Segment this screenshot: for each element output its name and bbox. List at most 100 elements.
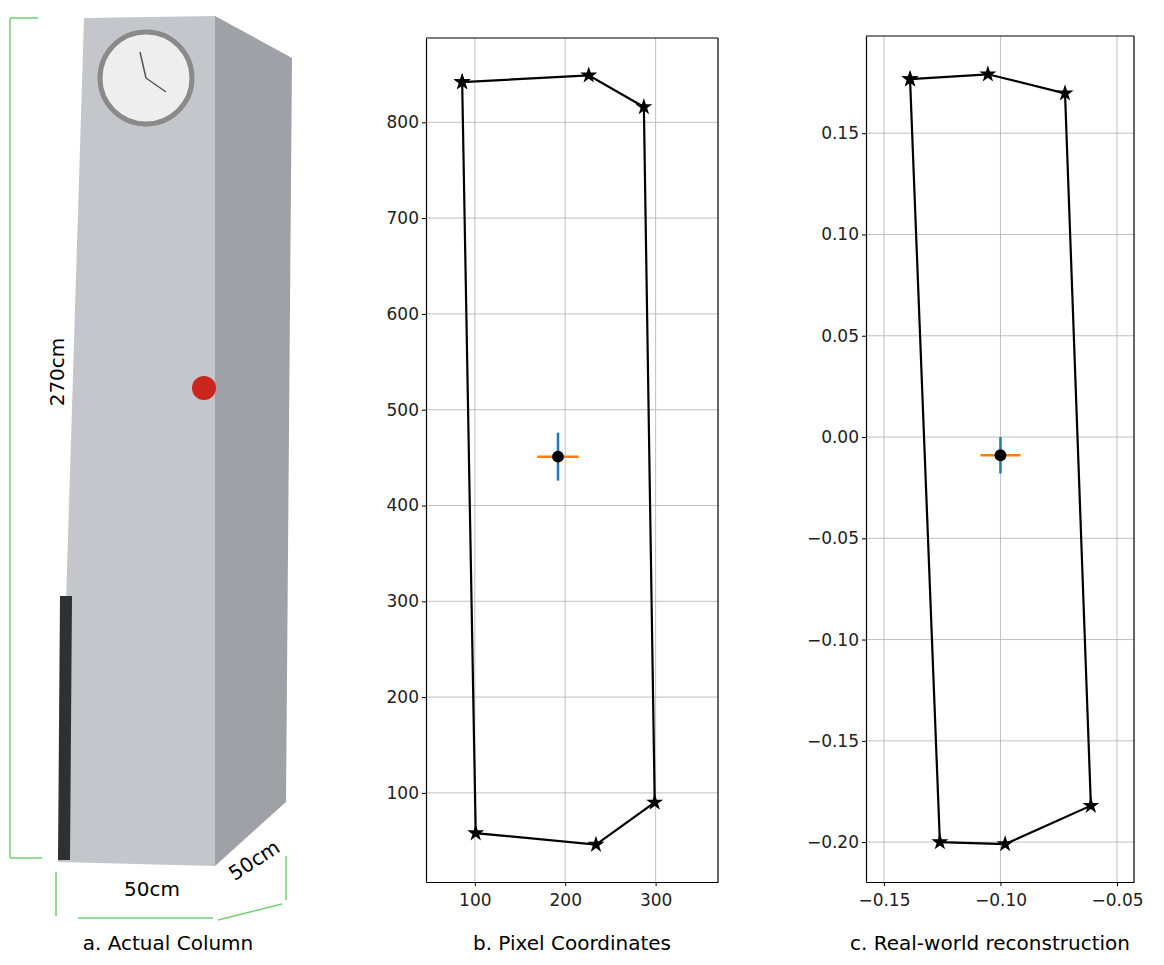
tick-label: −0.05 [807, 528, 859, 548]
grid-line [426, 697, 718, 698]
dimension-line [285, 856, 287, 900]
star-marker [454, 73, 471, 89]
star-marker [580, 66, 597, 82]
grid [426, 38, 718, 882]
tick-label: 0.10 [821, 224, 859, 244]
tick-label: 0.15 [821, 123, 859, 143]
tick-mark [862, 842, 866, 843]
star-marker [454, 73, 471, 89]
tick-mark [422, 122, 426, 123]
tick: 100 [387, 783, 426, 803]
tick-mark [422, 601, 426, 602]
axis-line [427, 882, 719, 883]
column-shadow [58, 596, 72, 860]
grid [866, 36, 1134, 882]
tick-mark [862, 640, 866, 641]
grid-line [426, 409, 718, 410]
grid-line [426, 122, 718, 123]
grid-line [866, 639, 1134, 640]
plot-area [454, 66, 664, 851]
grid-line [866, 538, 1134, 539]
clock-hand [146, 78, 166, 92]
tick-mark [862, 133, 866, 134]
depth-label: 50cm [224, 835, 284, 886]
frame [426, 37, 718, 38]
tick: −0.05 [1091, 882, 1143, 910]
tick-label: 0.00 [821, 427, 859, 447]
tick-label: −0.10 [807, 630, 859, 650]
polygon-line [462, 75, 655, 844]
grid-line [565, 38, 566, 882]
star-marker [1082, 797, 1099, 813]
grid-line [866, 234, 1134, 235]
frame [866, 35, 1134, 36]
dimension-line [218, 904, 282, 920]
tick: 300 [387, 591, 426, 611]
tick-mark [422, 793, 426, 794]
frame [1133, 36, 1134, 882]
y-axis: 100200300400500600700800 [387, 39, 427, 883]
grid-line [655, 38, 656, 882]
width-label: 50cm [124, 877, 180, 901]
red-marker [192, 376, 216, 400]
tick: −0.15 [858, 882, 910, 910]
star-marker [902, 70, 919, 86]
x-axis: −0.15 −0.10 −0.05 [858, 882, 1143, 910]
tick-mark [862, 741, 866, 742]
tick: 0.00 [821, 427, 866, 447]
tick-mark [862, 336, 866, 337]
tick: 700 [387, 208, 426, 228]
clock [100, 32, 192, 124]
tick: 200 [549, 882, 581, 910]
tick-mark [422, 314, 426, 315]
y-axis: −0.20 −0.15 −0.10 −0.05 0.00 0.05 0.10 0.15 [807, 37, 867, 883]
dimension-line [9, 18, 11, 858]
panel-b: 100200300100200300400500600700800b. Pixe… [387, 38, 719, 955]
column-side [215, 16, 292, 866]
circle-marker [552, 451, 564, 463]
grid-line [426, 313, 718, 314]
tick-mark [656, 882, 657, 886]
tick: 0.15 [821, 123, 866, 143]
axis-line [426, 39, 427, 883]
tick-mark [884, 882, 885, 886]
x-axis: 100200300 [427, 882, 719, 910]
tick-label: 500 [387, 400, 419, 420]
grid-line [883, 36, 884, 882]
grid-line [866, 740, 1134, 741]
star-marker [931, 833, 948, 849]
error-bars [980, 437, 1020, 473]
panel-c: −0.15 −0.10 −0.05 −0.20 −0.15 −0.10 −0.05 0.00 0… [807, 36, 1144, 955]
tick-mark [422, 697, 426, 698]
dimension-line [10, 17, 38, 19]
tick: 200 [387, 687, 426, 707]
tick-mark [565, 882, 566, 886]
star-marker [646, 794, 663, 810]
tick-label: 300 [387, 591, 419, 611]
star-marker [979, 65, 996, 81]
tick-mark [1000, 882, 1001, 886]
grid-line [866, 335, 1134, 336]
tick: 800 [387, 112, 426, 132]
dimension-line [78, 917, 213, 919]
figure: 270cm50cm50cma. Actual Column10020030010… [0, 0, 1164, 965]
caption: a. Actual Column [83, 931, 254, 955]
tick-mark [862, 234, 866, 235]
tick: −0.10 [975, 882, 1027, 910]
tick-label: 300 [640, 890, 672, 910]
star-marker [587, 836, 604, 852]
tick-label: 0.05 [821, 326, 859, 346]
tick-mark [475, 882, 476, 886]
tick-label: −0.20 [807, 832, 859, 852]
grid-line [426, 601, 718, 602]
star-marker [635, 98, 652, 114]
tick: 300 [640, 882, 672, 910]
clock-hand [140, 52, 146, 78]
column-front [58, 16, 215, 866]
star-marker [467, 824, 484, 840]
star-marker [1057, 84, 1074, 100]
grid-line [426, 218, 718, 219]
tick: 500 [387, 400, 426, 420]
star-marker [902, 70, 919, 86]
tick-label: −0.15 [807, 731, 859, 751]
